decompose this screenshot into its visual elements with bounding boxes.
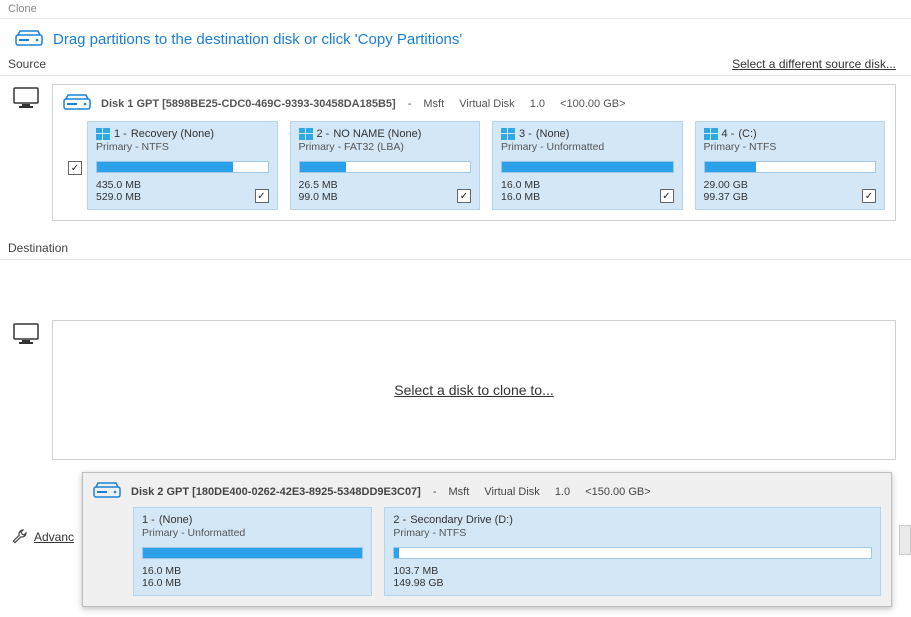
usage-bar [96,161,269,173]
disk-icon [15,29,43,49]
window-title: Clone [0,0,911,19]
usage-bar [501,161,674,173]
popup-partition-2[interactable]: 2 - Secondary Drive (D:) Primary - NTFS … [384,507,881,596]
monitor-icon [12,322,42,346]
partition-checkbox[interactable]: ✓ [457,189,471,203]
popup-disk-info: Disk 2 GPT [180DE400-0262-42E3-8925-5348… [131,481,663,500]
monitor-icon [12,86,42,110]
popup-partitions: 1 - (None) Primary - Unformatted 16.0 MB… [133,507,881,596]
windows-icon [704,128,718,140]
select-all-checkbox[interactable]: ✓ [63,121,87,175]
partition-checkbox[interactable]: ✓ [660,189,674,203]
scrollbar[interactable] [899,525,911,555]
partition-2[interactable]: 2 - NO NAME (None) Primary - FAT32 (LBA)… [290,121,481,210]
destination-content: Select a disk to clone to... [0,259,911,468]
destination-label: Destination [8,241,68,255]
select-source-link[interactable]: Select a different source disk... [732,57,896,71]
source-label: Source [8,57,46,71]
header-bar: Drag partitions to the destination disk … [0,19,911,57]
partition-1[interactable]: 1 - Recovery (None) Primary - NTFS 435.0… [87,121,278,210]
usage-bar [142,547,363,559]
usage-bar [704,161,877,173]
usage-bar [299,161,472,173]
destination-panel[interactable]: Select a disk to clone to... [52,320,896,460]
popup-partition-1[interactable]: 1 - (None) Primary - Unformatted 16.0 MB… [133,507,372,596]
source-section: Source Select a different source disk... [0,57,911,75]
partitions-list: 1 - Recovery (None) Primary - NTFS 435.0… [87,121,885,210]
partition-3[interactable]: 3 - (None) Primary - Unformatted 16.0 MB… [492,121,683,210]
disk-icon [93,481,121,501]
partition-4[interactable]: 4 - (C:) Primary - NTFS 29.00 GB 99.37 G… [695,121,886,210]
destination-section: Destination [0,241,911,259]
disk-icon [63,93,91,113]
source-disk-panel: Disk 1 GPT [5898BE25-CDC0-469C-9393-3045… [52,84,896,221]
advanced-options[interactable]: Advanc [12,529,74,545]
usage-bar [393,547,872,559]
wrench-icon [12,529,28,545]
partition-checkbox[interactable]: ✓ [862,189,876,203]
disk-info: Disk 1 GPT [5898BE25-CDC0-469C-9393-3045… [101,93,638,112]
windows-icon [299,128,313,140]
windows-icon [96,128,110,140]
windows-icon [501,128,515,140]
source-content: Disk 1 GPT [5898BE25-CDC0-469C-9393-3045… [0,75,911,229]
partition-checkbox[interactable]: ✓ [255,189,269,203]
select-dest-link[interactable]: Select a disk to clone to... [394,382,554,398]
disk-selector-popup[interactable]: Disk 2 GPT [180DE400-0262-42E3-8925-5348… [82,472,892,607]
header-text: Drag partitions to the destination disk … [53,31,462,48]
